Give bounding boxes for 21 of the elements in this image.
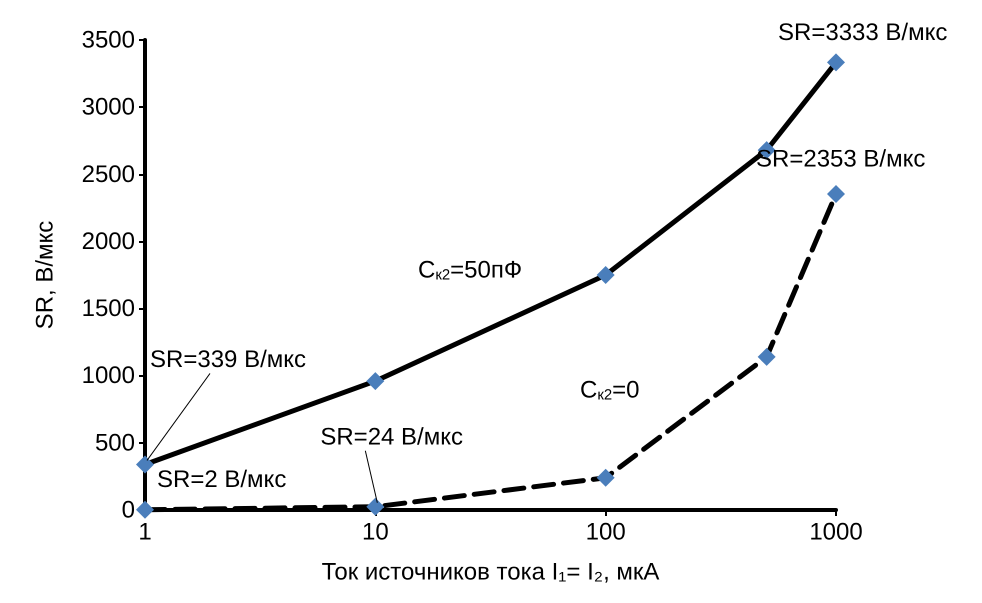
x-tick-label: 10 — [362, 518, 389, 546]
y-tick-label: 2500 — [82, 160, 135, 188]
y-tick-label: 3500 — [82, 26, 135, 54]
x-tick-label: 1 — [138, 518, 152, 546]
annotation: Cк2=50пФ — [418, 256, 522, 284]
y-tick-label: 1500 — [82, 295, 135, 322]
x-tick-label: 100 — [586, 518, 626, 546]
y-tick-label: 0 — [122, 496, 135, 524]
annotation: SR=2 В/мкс — [157, 466, 286, 494]
x-axis-title: Ток источников тока I₁= I₂, мкА — [322, 558, 660, 586]
annotation: SR=24 В/мкс — [320, 423, 464, 450]
y-tick-label: 3000 — [82, 94, 135, 121]
annotation: Cк2=0 — [580, 376, 640, 404]
y-tick-label: 500 — [94, 429, 135, 456]
x-tick-label: 1000 — [809, 518, 863, 546]
y-tick-label: 1000 — [82, 362, 135, 390]
y-axis-title: SR, В/мкс — [32, 220, 58, 330]
annotation: SR=2353 В/мкс — [756, 146, 926, 173]
annotation: SR=3333 В/мкс — [778, 18, 948, 46]
annotation: SR=339 В/мкс — [150, 346, 306, 373]
y-tick-label: 2000 — [82, 228, 135, 255]
